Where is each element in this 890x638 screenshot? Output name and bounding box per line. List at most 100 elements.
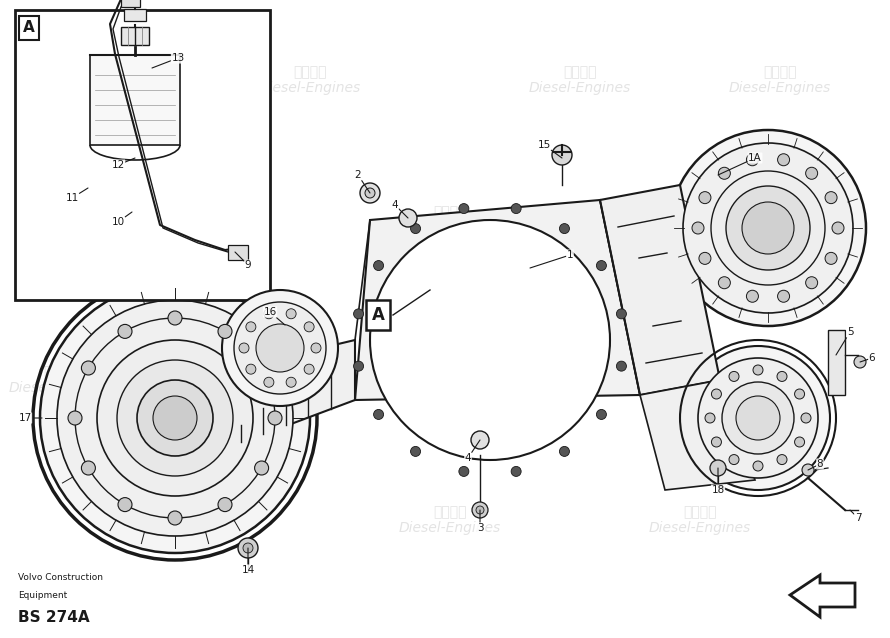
Circle shape bbox=[777, 454, 787, 464]
Circle shape bbox=[353, 309, 364, 319]
Circle shape bbox=[736, 396, 780, 440]
Circle shape bbox=[81, 461, 95, 475]
Circle shape bbox=[698, 358, 818, 478]
Circle shape bbox=[243, 543, 253, 553]
Text: Volvo Construction: Volvo Construction bbox=[18, 573, 103, 582]
Text: 9: 9 bbox=[235, 252, 251, 270]
Circle shape bbox=[747, 290, 758, 302]
Text: 柴发动力
Diesel-Engines: 柴发动力 Diesel-Engines bbox=[259, 365, 361, 395]
Circle shape bbox=[617, 309, 627, 319]
Circle shape bbox=[370, 220, 610, 460]
Circle shape bbox=[234, 302, 326, 394]
Circle shape bbox=[825, 191, 837, 204]
Text: 6: 6 bbox=[860, 353, 875, 363]
Circle shape bbox=[40, 283, 310, 553]
Text: 15: 15 bbox=[538, 140, 562, 158]
Circle shape bbox=[777, 371, 787, 382]
Circle shape bbox=[239, 343, 249, 353]
Circle shape bbox=[801, 413, 811, 423]
Circle shape bbox=[726, 186, 810, 270]
Circle shape bbox=[459, 204, 469, 214]
Circle shape bbox=[256, 324, 304, 372]
Circle shape bbox=[410, 223, 421, 234]
Circle shape bbox=[97, 340, 253, 496]
Circle shape bbox=[699, 191, 711, 204]
Circle shape bbox=[374, 410, 384, 419]
Polygon shape bbox=[121, 27, 149, 45]
Circle shape bbox=[729, 454, 739, 464]
Circle shape bbox=[255, 361, 269, 375]
Text: Equipment: Equipment bbox=[18, 591, 68, 600]
Circle shape bbox=[476, 506, 484, 514]
Polygon shape bbox=[90, 55, 180, 145]
Circle shape bbox=[511, 466, 522, 477]
Circle shape bbox=[832, 222, 844, 234]
Text: 柴发动力
Diesel-Engines: 柴发动力 Diesel-Engines bbox=[399, 205, 501, 235]
Polygon shape bbox=[195, 340, 355, 460]
Circle shape bbox=[246, 364, 256, 374]
Circle shape bbox=[710, 460, 726, 476]
Circle shape bbox=[747, 154, 758, 166]
Circle shape bbox=[459, 466, 469, 477]
Text: 5: 5 bbox=[836, 327, 854, 355]
Text: 柴发动力
Diesel-Engines: 柴发动力 Diesel-Engines bbox=[399, 505, 501, 535]
Text: 1: 1 bbox=[530, 250, 573, 268]
Circle shape bbox=[617, 361, 627, 371]
Polygon shape bbox=[124, 9, 146, 21]
Polygon shape bbox=[828, 330, 845, 395]
Text: 柴发动力
Diesel-Engines: 柴发动力 Diesel-Engines bbox=[259, 65, 361, 95]
Text: 柴发动力
Diesel-Engines: 柴发动力 Diesel-Engines bbox=[509, 365, 611, 395]
Text: 柴发动力
Diesel-Engines: 柴发动力 Diesel-Engines bbox=[149, 505, 251, 535]
Text: 柴发动力
Diesel-Engines: 柴发动力 Diesel-Engines bbox=[649, 505, 751, 535]
Text: 1A: 1A bbox=[718, 153, 762, 175]
Circle shape bbox=[742, 202, 794, 254]
Circle shape bbox=[805, 167, 818, 179]
Circle shape bbox=[778, 290, 789, 302]
Circle shape bbox=[711, 389, 722, 399]
Circle shape bbox=[711, 171, 825, 285]
Circle shape bbox=[263, 377, 274, 387]
Circle shape bbox=[722, 382, 794, 454]
Circle shape bbox=[153, 396, 197, 440]
Circle shape bbox=[805, 277, 818, 289]
Circle shape bbox=[753, 461, 763, 471]
Bar bbox=[15, 10, 270, 300]
Circle shape bbox=[560, 223, 570, 234]
Circle shape bbox=[711, 437, 722, 447]
Polygon shape bbox=[355, 200, 640, 400]
Circle shape bbox=[795, 389, 805, 399]
Text: 柴发动力
Diesel-Engines: 柴发动力 Diesel-Engines bbox=[9, 365, 111, 395]
Circle shape bbox=[365, 188, 375, 198]
Circle shape bbox=[268, 411, 282, 425]
Text: 柴发动力
Diesel-Engines: 柴发动力 Diesel-Engines bbox=[708, 365, 811, 395]
Circle shape bbox=[68, 411, 82, 425]
Circle shape bbox=[286, 377, 296, 387]
Circle shape bbox=[118, 498, 132, 512]
Circle shape bbox=[472, 502, 488, 518]
Text: 17: 17 bbox=[19, 413, 42, 423]
Text: 3: 3 bbox=[477, 510, 483, 533]
Circle shape bbox=[311, 343, 321, 353]
Circle shape bbox=[263, 309, 274, 319]
Text: 2: 2 bbox=[355, 170, 370, 193]
Circle shape bbox=[168, 311, 182, 325]
Text: 10: 10 bbox=[111, 212, 132, 227]
Text: 4: 4 bbox=[392, 200, 408, 218]
Circle shape bbox=[246, 322, 256, 332]
Circle shape bbox=[511, 204, 522, 214]
Circle shape bbox=[705, 413, 715, 423]
Polygon shape bbox=[600, 185, 720, 395]
Text: 7: 7 bbox=[850, 510, 862, 523]
Polygon shape bbox=[640, 380, 755, 490]
Circle shape bbox=[670, 130, 866, 326]
Circle shape bbox=[471, 431, 489, 449]
Text: 13: 13 bbox=[152, 53, 184, 68]
Circle shape bbox=[718, 167, 731, 179]
Circle shape bbox=[218, 498, 232, 512]
Circle shape bbox=[218, 324, 232, 338]
Circle shape bbox=[118, 324, 132, 338]
Circle shape bbox=[374, 260, 384, 271]
Text: BS 274A: BS 274A bbox=[18, 610, 90, 625]
Text: 12: 12 bbox=[111, 158, 135, 170]
Polygon shape bbox=[790, 575, 855, 617]
